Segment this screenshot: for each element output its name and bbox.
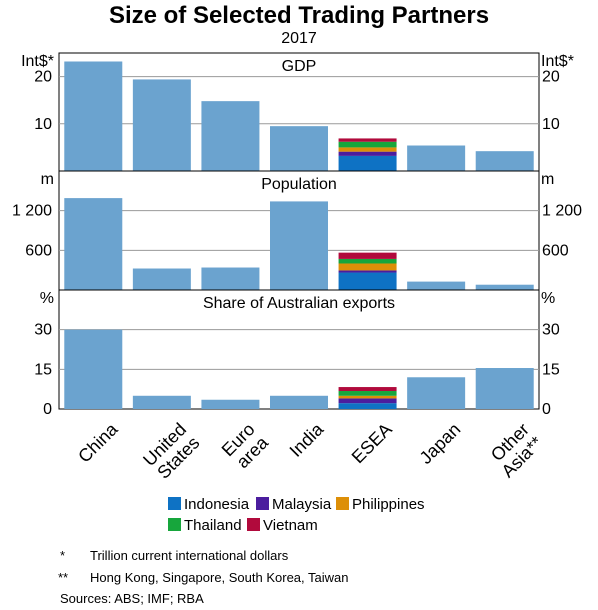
- legend-swatch-malaysia: [256, 497, 269, 510]
- legend-swatch-philippines: [336, 497, 349, 510]
- bar: [270, 201, 328, 290]
- bar-segment-thailand: [338, 391, 397, 396]
- y-tick-label-right: 1 200: [542, 203, 582, 220]
- y-tick-label-left: 0: [43, 401, 52, 418]
- legend-label-vietnam: Vietnam: [263, 517, 318, 534]
- bar-segment-philippines: [338, 263, 397, 271]
- y-tick-label-right: 30: [542, 322, 560, 339]
- bar-segment-thailand: [338, 258, 397, 264]
- x-tick-label: India: [286, 418, 328, 460]
- bar-segment-vietnam: [338, 252, 397, 259]
- bar: [132, 268, 191, 290]
- chart-title: Size of Selected Trading Partners: [108, 2, 490, 29]
- footnote-marker-1: *: [60, 548, 66, 563]
- unit-label-right: m: [541, 171, 554, 188]
- y-tick-label-right: 15: [542, 361, 560, 378]
- x-tick-label: UnitedStates: [139, 419, 203, 483]
- legend-swatch-indonesia: [168, 497, 181, 510]
- x-tick-label: Japan: [416, 419, 465, 468]
- bar: [407, 145, 466, 171]
- bar: [270, 126, 328, 171]
- bar: [475, 284, 534, 290]
- y-tick-label-left: 15: [34, 361, 52, 378]
- x-tick-label: China: [74, 418, 122, 466]
- unit-label-right: %: [541, 290, 555, 307]
- unit-label-right: Int$*: [541, 53, 574, 70]
- bar: [132, 79, 191, 171]
- bar-segment-philippines: [338, 147, 397, 152]
- y-tick-label-right: 0: [542, 401, 551, 418]
- bar-segment-indonesia: [338, 155, 397, 171]
- bar-segment-thailand: [338, 141, 397, 148]
- bar-segment-malaysia: [338, 398, 397, 404]
- bar: [475, 368, 534, 409]
- unit-label-left: Int$*: [21, 53, 54, 70]
- legend-label-thailand: Thailand: [184, 517, 242, 534]
- y-tick-label-left: 30: [34, 322, 52, 339]
- x-tick-label: OtherAsia**: [484, 419, 546, 481]
- bar-segment-vietnam: [338, 387, 397, 392]
- bar-segment-malaysia: [338, 270, 397, 273]
- bar: [201, 101, 260, 171]
- bar-segment-malaysia: [338, 151, 397, 156]
- bar: [270, 395, 328, 409]
- legend-label-malaysia: Malaysia: [272, 496, 332, 513]
- y-tick-label-right: 10: [542, 116, 560, 133]
- legend-label-philippines: Philippines: [352, 496, 425, 513]
- y-tick-label-left: 600: [25, 242, 52, 259]
- bar: [64, 61, 123, 171]
- y-tick-label-right: 600: [542, 242, 569, 259]
- bar: [201, 267, 260, 290]
- bar-segment-vietnam: [338, 138, 397, 142]
- panel-title: Population: [261, 176, 337, 193]
- bar: [64, 329, 123, 409]
- x-tick-label: Euroarea: [218, 418, 273, 473]
- y-tick-label-right: 20: [542, 69, 560, 86]
- bar: [201, 399, 260, 409]
- bar-segment-indonesia: [338, 403, 397, 409]
- bar: [475, 151, 534, 171]
- y-tick-label-left: 1 200: [12, 203, 52, 220]
- bar: [407, 281, 466, 290]
- bar: [64, 198, 123, 290]
- bar-segment-philippines: [338, 395, 397, 399]
- panel-title: GDP: [282, 58, 317, 75]
- sources-note: Sources: ABS; IMF; RBA: [60, 591, 204, 606]
- panel-title: Share of Australian exports: [203, 295, 395, 312]
- y-tick-label-left: 10: [34, 116, 52, 133]
- footnote-text-1: Trillion current international dollars: [90, 548, 289, 563]
- unit-label-left: m: [41, 171, 54, 188]
- legend-label-indonesia: Indonesia: [184, 496, 250, 513]
- footnote-text-2: Hong Kong, Singapore, South Korea, Taiwa…: [90, 570, 349, 585]
- y-tick-label-left: 20: [34, 69, 52, 86]
- bar: [132, 395, 191, 409]
- bar: [407, 377, 466, 409]
- footnote-marker-2: **: [58, 570, 69, 585]
- chart-subtitle: 2017: [281, 30, 317, 47]
- unit-label-left: %: [40, 290, 54, 307]
- bar-segment-indonesia: [338, 272, 397, 290]
- legend-swatch-vietnam: [247, 518, 260, 531]
- x-tick-label: ESEA: [348, 419, 396, 467]
- legend-swatch-thailand: [168, 518, 181, 531]
